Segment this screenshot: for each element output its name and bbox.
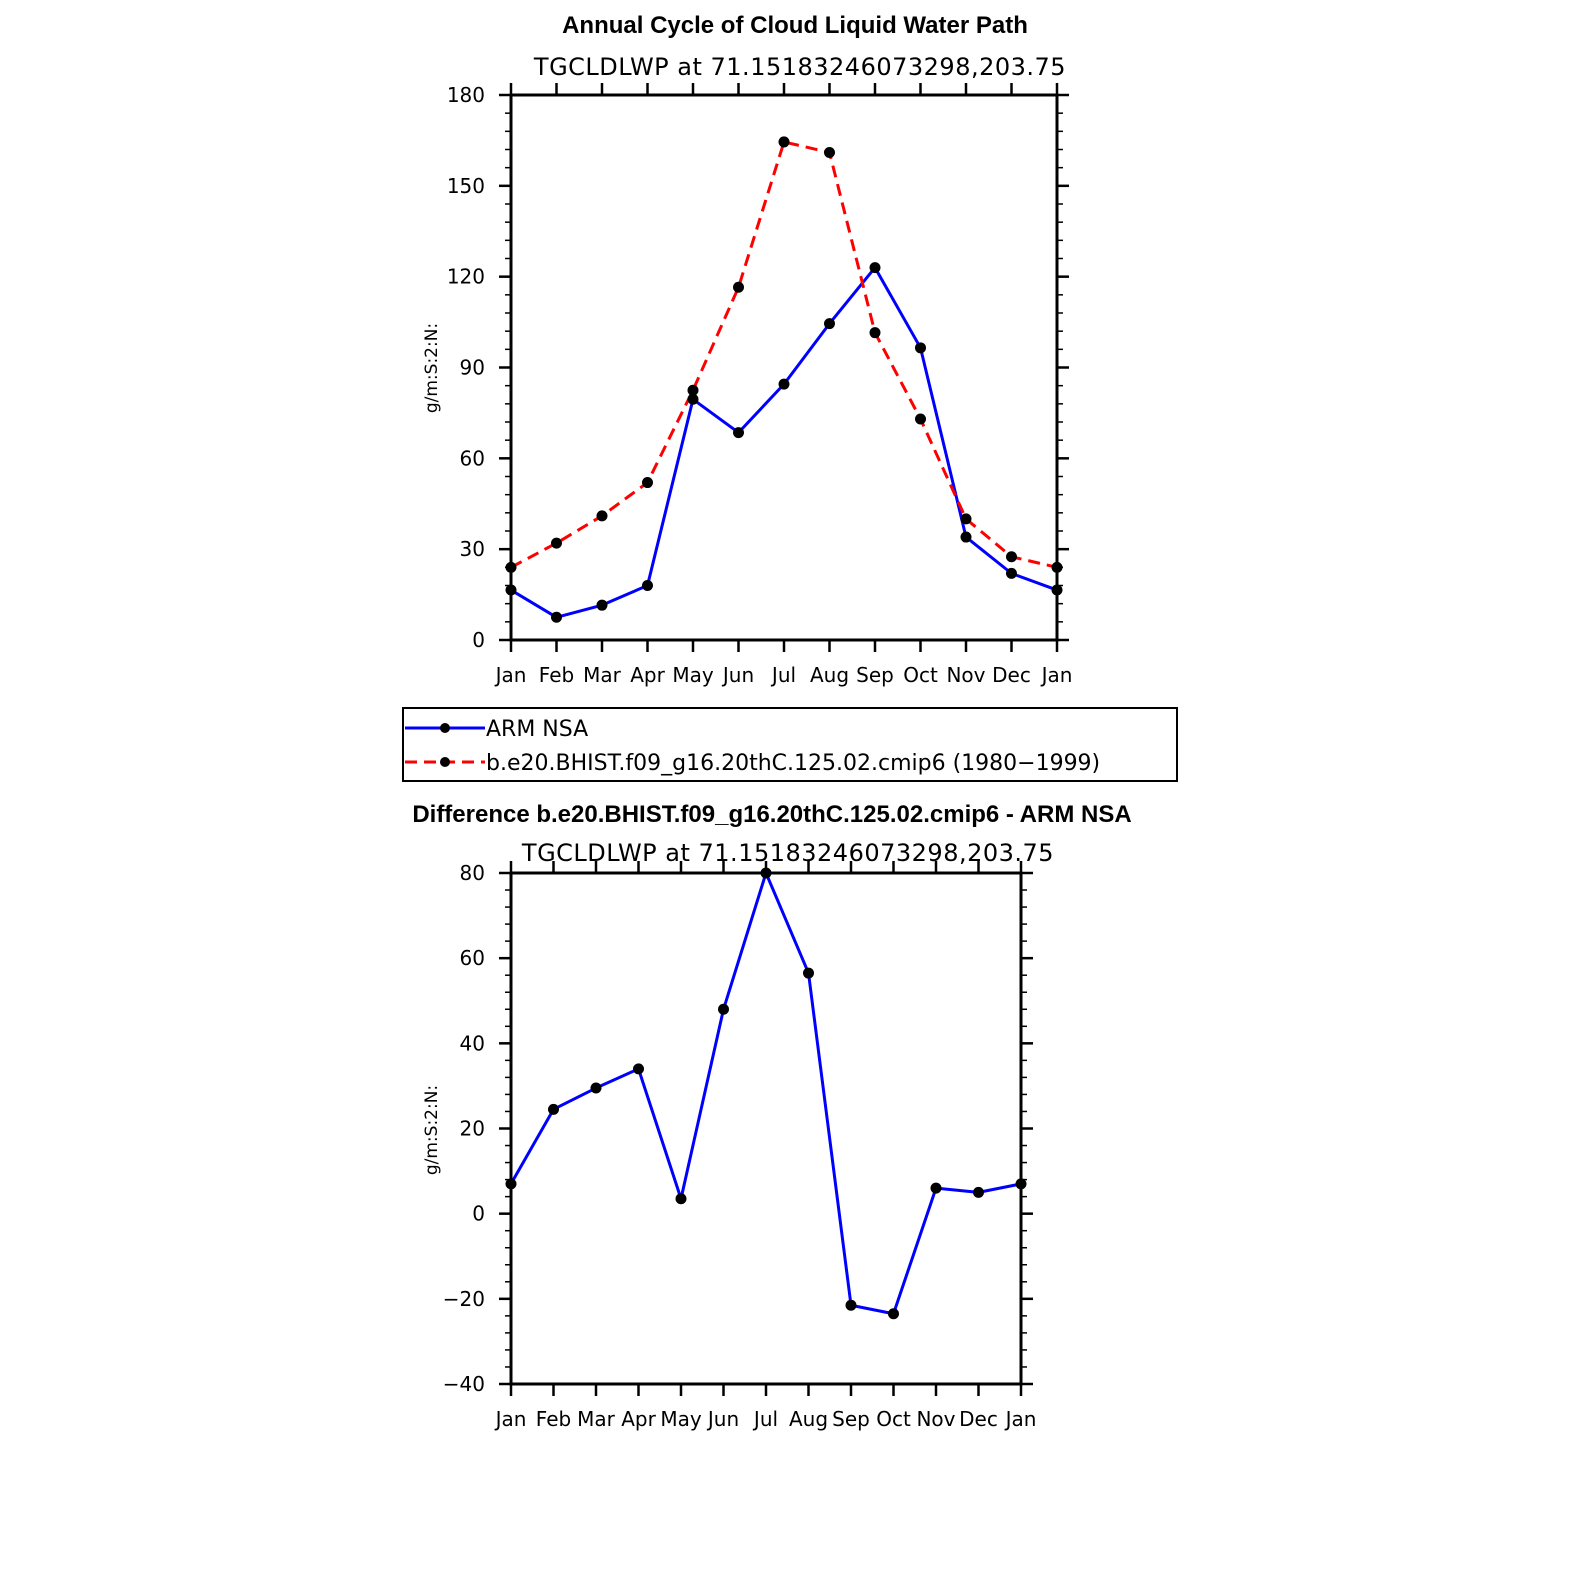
chart1-series-0-point bbox=[1051, 584, 1063, 596]
chart2-xtick-label: Oct bbox=[876, 1407, 911, 1431]
chart1-series-0-point bbox=[778, 378, 790, 390]
chart1-series-1-point bbox=[551, 537, 562, 549]
chart1-series-0-point bbox=[869, 262, 881, 274]
legend-box bbox=[402, 707, 1178, 782]
chart1-series-1-point bbox=[1006, 551, 1017, 563]
chart2-plot: −40 −20 0 20 40 60 80 Jan Feb Mar Apr May Jun Jul Aug S… bbox=[443, 861, 1037, 1431]
chart2-title: Difference b.e20.BHIST.f09_g16.20thC.125… bbox=[412, 801, 1131, 828]
chart1-ylabel: g/m:S:2:N: bbox=[422, 323, 442, 413]
chart1-xtick-label: Jul bbox=[770, 663, 796, 687]
chart2-series-0-point bbox=[760, 867, 772, 879]
chart2-series-0-point bbox=[548, 1103, 559, 1115]
chart2-series-0-line bbox=[509, 871, 1022, 1316]
legend-arm-label: ARM NSA bbox=[486, 717, 588, 742]
chart2-series-0-point bbox=[675, 1193, 687, 1205]
chart1-series-0-point bbox=[505, 584, 517, 596]
chart1-series-0-point bbox=[642, 580, 653, 591]
legend-arm-marker bbox=[440, 723, 450, 733]
chart2-xtick-label: Jan bbox=[494, 1407, 527, 1431]
chart2-frame bbox=[509, 871, 1023, 1386]
chart2-subtitle: TGCLDLWP at 71.15183246073298,203.75 bbox=[521, 839, 1054, 867]
chart1-series-0-point bbox=[733, 427, 744, 439]
chart1-series-0-point bbox=[960, 531, 972, 543]
chart1-xtick-label: Apr bbox=[630, 663, 665, 687]
chart2-xtick-label: Jan bbox=[1004, 1407, 1037, 1431]
chart1-xtick-label: Jun bbox=[721, 663, 754, 687]
chart1-ytick-label: 60 bbox=[460, 446, 485, 470]
chart1-series-0-point bbox=[596, 599, 608, 611]
chart1-series-0-point bbox=[1006, 567, 1017, 579]
chart1-series-0-point bbox=[824, 318, 835, 330]
chart2-ytick-label: −20 bbox=[443, 1287, 485, 1311]
chart1-xtick-label: Sep bbox=[856, 663, 894, 687]
chart2-ylabel: g/m:S:2:N: bbox=[422, 1085, 442, 1175]
chart1-xtick-label: Mar bbox=[583, 663, 622, 687]
chart2-ytick-label: 80 bbox=[460, 861, 485, 885]
chart1-series-1-point bbox=[1051, 561, 1063, 573]
chart1-ytick-label: 150 bbox=[447, 174, 485, 198]
chart1-title: Annual Cycle of Cloud Liquid Water Path bbox=[562, 12, 1028, 39]
chart2-ytick-label: 60 bbox=[460, 946, 485, 970]
chart1-plot: 0 30 60 90 120 150 180 Jan Feb Mar Apr May Jun Jul Aug… bbox=[447, 83, 1073, 687]
chart1-series-1-point bbox=[869, 327, 881, 339]
chart1-xtick-label: Feb bbox=[539, 663, 574, 687]
chart2-ytick-label: 40 bbox=[460, 1031, 485, 1055]
chart1-ytick-label: 0 bbox=[472, 628, 485, 652]
chart1-xtick-label: Aug bbox=[810, 663, 849, 687]
chart2-series-0-point bbox=[888, 1308, 899, 1320]
chart2-ytick-label: 0 bbox=[472, 1202, 485, 1226]
chart1-xtick-label: Oct bbox=[903, 663, 938, 687]
chart1-ytick-label: 90 bbox=[460, 356, 485, 380]
chart1-series-1-point bbox=[733, 281, 744, 293]
chart2-ytick-label: 20 bbox=[460, 1117, 485, 1141]
chart2-xtick-label: Apr bbox=[621, 1407, 656, 1431]
chart1-xtick-label: Nov bbox=[946, 663, 985, 687]
chart1-ytick-label: 30 bbox=[460, 537, 485, 561]
chart1-xtick-label: May bbox=[672, 663, 714, 687]
chart1-legend: ARM NSA b.e20.BHIST.f09_g16.20thC.125.02… bbox=[402, 707, 1178, 782]
chart1-series-1-point bbox=[824, 147, 835, 159]
chart2-xtick-label: Mar bbox=[577, 1407, 616, 1431]
legend-model-marker bbox=[440, 757, 450, 767]
chart2-xtick-label: Dec bbox=[959, 1407, 998, 1431]
chart2-xtick-label: Feb bbox=[536, 1407, 571, 1431]
chart2-series-0-point bbox=[590, 1082, 602, 1094]
chart1-series-1-point bbox=[960, 513, 972, 525]
chart1-series-1-point bbox=[915, 413, 926, 425]
chart2-series-0-point bbox=[505, 1178, 517, 1190]
chart1-series-1-line bbox=[510, 140, 1058, 569]
chart2-series-0-point bbox=[633, 1063, 644, 1075]
chart2-xtick-label: Jul bbox=[752, 1407, 778, 1431]
chart1-series-1-point bbox=[596, 510, 608, 522]
chart2-xtick-label: Aug bbox=[789, 1407, 828, 1431]
chart2-xtick-label: May bbox=[660, 1407, 702, 1431]
chart1-ytick-label: 120 bbox=[447, 265, 485, 289]
chart1-xtick-label: Jan bbox=[1040, 663, 1073, 687]
chart2-series-0-point bbox=[803, 967, 814, 979]
chart1-frame bbox=[509, 93, 1059, 642]
chart1-series-1-point bbox=[505, 561, 517, 573]
chart1-series-0-point bbox=[551, 611, 562, 623]
chart1-series-1-point bbox=[778, 136, 790, 148]
chart1-xtick-label: Dec bbox=[992, 663, 1031, 687]
chart2-series-0-point bbox=[1015, 1178, 1027, 1190]
chart2-ytick-label: −40 bbox=[443, 1372, 485, 1396]
chart1-series-1-point bbox=[687, 384, 699, 396]
chart2-series-0-point bbox=[930, 1182, 942, 1194]
chart2-xtick-label: Nov bbox=[916, 1407, 955, 1431]
chart1-series-1-point bbox=[642, 477, 653, 489]
chart1-ytick-label: 180 bbox=[447, 83, 485, 107]
chart2-series-0-point bbox=[973, 1186, 984, 1198]
chart1-series-0-line bbox=[510, 266, 1058, 619]
chart2-xtick-label: Sep bbox=[832, 1407, 870, 1431]
legend-model-label: b.e20.BHIST.f09_g16.20thC.125.02.cmip6 (… bbox=[486, 751, 1100, 776]
chart1-series-0-point bbox=[915, 342, 926, 354]
chart2-series-0-point bbox=[845, 1299, 857, 1311]
chart2-xtick-label: Jun bbox=[706, 1407, 739, 1431]
chart1-subtitle: TGCLDLWP at 71.15183246073298,203.75 bbox=[533, 53, 1066, 81]
chart1-xtick-label: Jan bbox=[494, 663, 527, 687]
chart1-series-0-point bbox=[687, 393, 699, 405]
chart2-series-0-point bbox=[718, 1003, 729, 1015]
